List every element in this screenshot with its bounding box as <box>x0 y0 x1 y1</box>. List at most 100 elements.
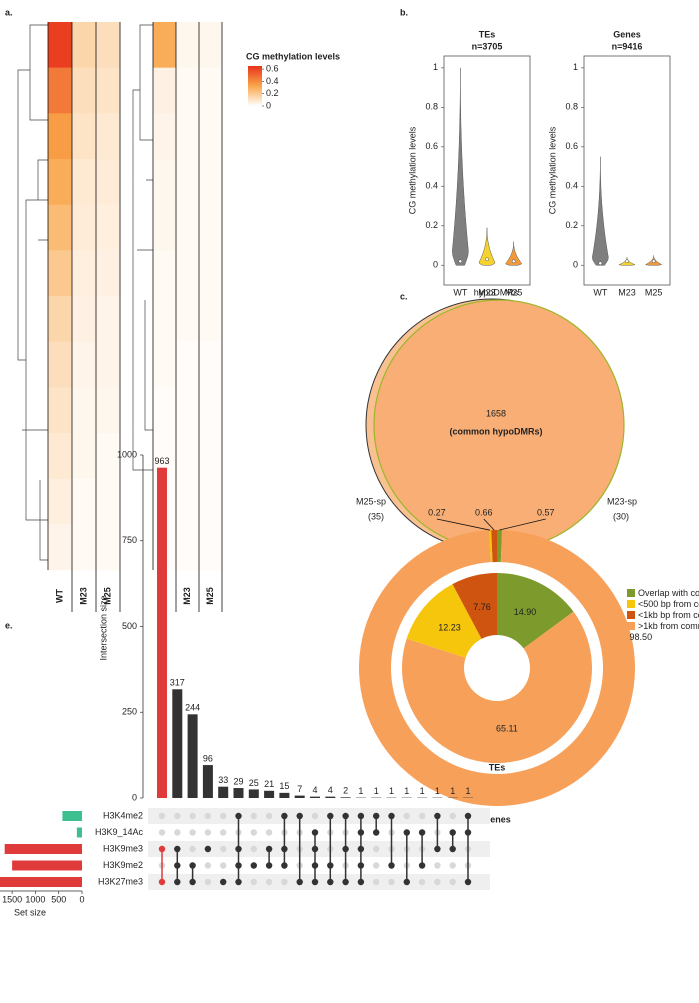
colorbar-step <box>248 103 262 105</box>
matrix-empty-dot <box>373 878 380 886</box>
violin-title: Genes <box>613 29 641 39</box>
heatmap-cell <box>176 478 200 525</box>
matrix-dot <box>204 845 212 853</box>
matrix-dot <box>174 862 181 869</box>
matrix-dot <box>464 878 472 886</box>
heatmap-cell <box>72 433 97 479</box>
venn-title: hypoDMRs <box>474 287 519 297</box>
violin <box>505 241 522 266</box>
matrix-dot <box>327 812 334 820</box>
donut-slice <box>497 573 574 649</box>
matrix-empty-dot <box>158 812 166 820</box>
intersection-bar <box>233 788 244 798</box>
plot-frame <box>583 55 671 286</box>
heatmap-cell <box>72 22 97 68</box>
matrix-dot <box>464 829 472 836</box>
colorbar-step <box>248 93 262 95</box>
set-size-bar <box>12 860 83 871</box>
set-size-bar <box>4 844 83 854</box>
legend-label: Overlap with common hypoDMRs <box>638 588 699 598</box>
ring-label: TEs <box>489 762 506 772</box>
colorbar-step <box>248 67 262 69</box>
x-tick-label: M25 <box>645 287 663 297</box>
y-tick-label: 1 <box>573 62 578 72</box>
matrix-dot <box>281 812 288 820</box>
matrix-dot <box>373 812 380 820</box>
dendrogram <box>17 24 153 561</box>
colorbar-step <box>248 76 262 78</box>
heatmap-cell <box>199 204 223 251</box>
bar-value-label: 1 <box>435 786 440 796</box>
heatmap-cell <box>199 113 223 160</box>
donut-slice <box>452 573 497 639</box>
heatmap-cell <box>199 159 223 205</box>
panel-label: b. <box>400 7 408 17</box>
slice-label: 12.23 <box>438 622 461 632</box>
matrix-empty-dot <box>189 812 196 820</box>
matrix-dot <box>296 812 303 820</box>
heatmap-cell <box>96 524 121 571</box>
colorbar-step <box>248 102 262 104</box>
ring-label: Genes <box>483 814 511 824</box>
bar-value-label: 1 <box>389 786 394 796</box>
heatmap-cell <box>96 341 121 388</box>
matrix-dot <box>327 862 334 869</box>
heatmap-cell <box>48 159 73 205</box>
heatmap-cell <box>48 387 73 434</box>
matrix-empty-dot <box>449 812 456 820</box>
matrix-dot <box>189 862 196 869</box>
slice-label: 14.90 <box>514 607 537 617</box>
y-tick-label: 0 <box>573 260 578 270</box>
matrix-dot <box>311 829 319 836</box>
colorbar-step <box>248 86 262 88</box>
slice-label: 98.50 <box>630 632 653 642</box>
heatmap-cell <box>176 113 200 160</box>
bar-value-label: 1 <box>450 786 455 796</box>
heatmap-cell <box>176 524 200 571</box>
heatmap-cell <box>199 478 223 525</box>
heatmap-cell <box>48 204 73 251</box>
column-label: M23 <box>78 587 88 605</box>
set-size-label: Set size <box>14 907 46 917</box>
violin <box>452 67 469 266</box>
y-tick-label: 0 <box>433 260 438 270</box>
donut-slice <box>401 611 592 763</box>
matrix-empty-dot <box>449 878 456 886</box>
leader-line <box>483 518 495 531</box>
heatmap-cell <box>48 67 73 114</box>
violin-subtitle: n=9416 <box>612 41 643 51</box>
matrix-empty-dot <box>250 812 257 820</box>
colorbar-step <box>248 66 262 68</box>
colorbar-step <box>248 105 262 107</box>
matrix-empty-dot <box>204 812 212 820</box>
matrix-dot <box>189 878 196 886</box>
x-tick-label: 1500 <box>2 894 22 904</box>
colorbar-step <box>248 101 262 103</box>
y-tick-label: 0.6 <box>565 141 578 151</box>
matrix-empty-dot <box>373 845 380 853</box>
slice-label: 0.66 <box>475 507 493 517</box>
intersection-bar <box>264 790 275 798</box>
matrix-dot <box>434 812 441 820</box>
bar-value-label: 96 <box>203 753 213 763</box>
bar-value-label: 1 <box>465 786 470 796</box>
intersection-bar <box>248 789 259 798</box>
matrix-empty-dot <box>250 845 257 853</box>
panel-label: a. <box>5 7 13 17</box>
intersection-bar <box>187 714 198 798</box>
bar-value-label: 7 <box>297 784 302 794</box>
heatmap-cell <box>199 433 223 479</box>
heatmap-cell <box>48 250 73 297</box>
matrix-dot <box>327 878 334 886</box>
donut-slice <box>488 530 493 563</box>
matrix-dot <box>296 878 303 886</box>
matrix-empty-dot <box>449 862 456 869</box>
median-dot <box>485 257 489 262</box>
colorbar-step <box>248 81 262 83</box>
colorbar-step <box>248 77 262 79</box>
colorbar-step <box>248 71 262 73</box>
bar-value-label: 21 <box>264 779 274 789</box>
heatmap-cell <box>153 22 177 68</box>
matrix-empty-dot <box>204 829 212 836</box>
colorbar-title: CG methylation levels <box>246 51 340 61</box>
